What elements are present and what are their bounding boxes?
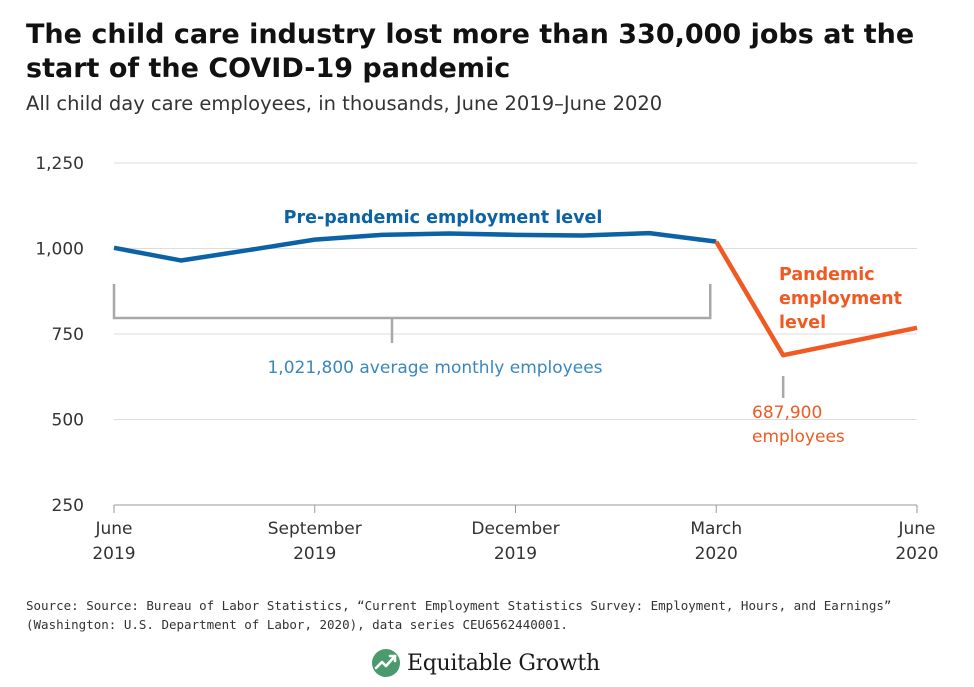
pre-pandemic-series-line (113, 230, 717, 263)
y-tick-label: 1,250 (35, 154, 84, 174)
average-bracket (112, 284, 712, 320)
y-tick-label: 1,000 (35, 240, 84, 260)
y-tick-label: 500 (52, 411, 84, 431)
y-tick-label: 750 (52, 325, 84, 345)
source-line-2: (Washington: U.S. Department of Labor, 2… (26, 617, 568, 632)
chart-title: The child care industry lost more than 3… (26, 19, 915, 84)
x-tick-label: March (690, 519, 742, 539)
logo-wordmark: Equitable Growth (407, 650, 600, 676)
x-tick-label: June (94, 519, 132, 539)
y-tick-label: 250 (52, 496, 84, 516)
x-tick-label: 2020 (895, 544, 938, 564)
low-point-annotation: 687,900 (752, 403, 822, 423)
x-tick-label: December (471, 519, 559, 539)
equitable-growth-logo: Equitable Growth (371, 645, 600, 681)
low-point-annotation: employees (752, 427, 845, 447)
x-tick-label: 2019 (293, 544, 336, 564)
average-annotation: 1,021,800 average monthly employees (267, 358, 602, 378)
chart-subtitle: All child day care employees, in thousan… (26, 92, 663, 115)
equitable-growth-logo-icon (372, 649, 400, 677)
source-note: Source: Source: Bureau of Labor Statisti… (26, 596, 926, 634)
x-tick-label: September (268, 519, 362, 539)
pandemic-series-label: level (779, 313, 826, 333)
source-line-1: Source: Source: Bureau of Labor Statisti… (26, 598, 892, 613)
pandemic-series-label: Pandemic (779, 265, 875, 285)
pre-pandemic-series-label: Pre-pandemic employment level (284, 208, 603, 228)
x-tick-label: 2019 (92, 544, 135, 564)
pandemic-series-line (714, 240, 918, 358)
pandemic-series-label: employment (779, 289, 902, 309)
line-chart: 250 500 750 1,000 1,250 June 2019 September 2019… (35, 154, 938, 564)
x-tick-label: June (897, 519, 935, 539)
x-tick-label: 2019 (494, 544, 537, 564)
x-tick-label: 2020 (695, 544, 738, 564)
